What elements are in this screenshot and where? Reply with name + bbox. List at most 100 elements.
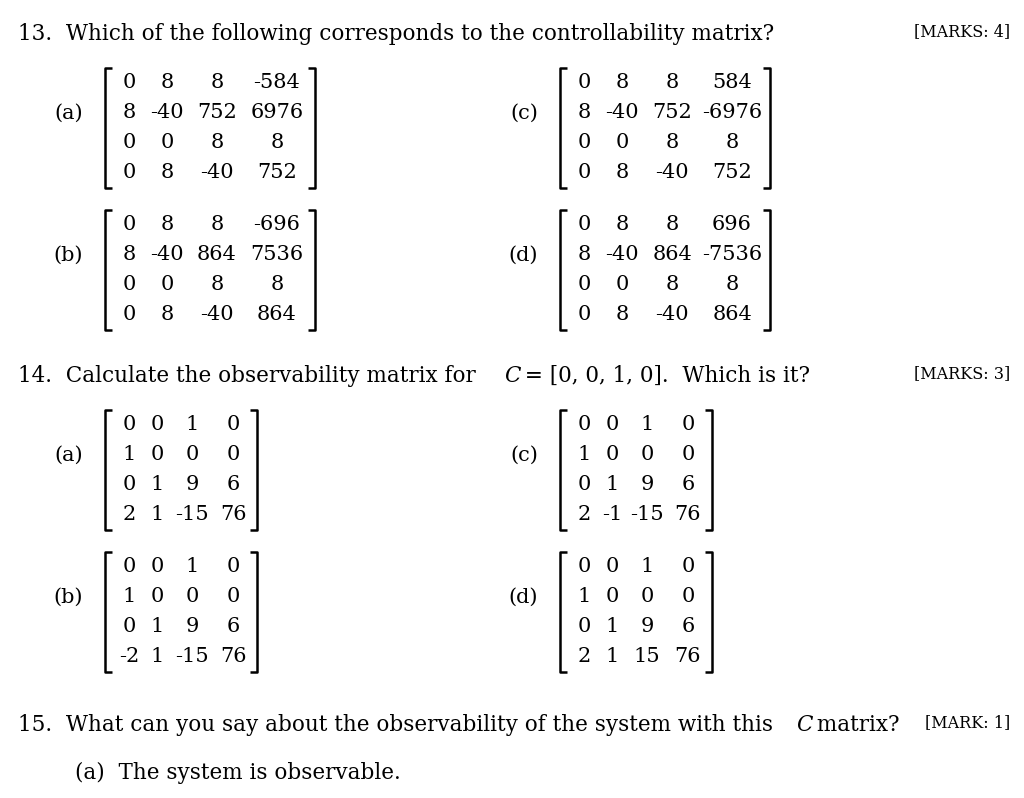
Text: -40: -40 xyxy=(605,104,639,123)
Text: 1: 1 xyxy=(640,416,653,434)
Text: 8: 8 xyxy=(615,215,629,235)
Text: -40: -40 xyxy=(200,306,233,325)
Text: 0: 0 xyxy=(578,164,591,183)
Text: 0: 0 xyxy=(122,275,136,294)
Text: 0: 0 xyxy=(578,416,591,434)
Text: 0: 0 xyxy=(615,133,629,152)
Text: 0: 0 xyxy=(122,133,136,152)
Text: 0: 0 xyxy=(640,587,653,606)
Text: 0: 0 xyxy=(681,587,694,606)
Text: 1: 1 xyxy=(578,587,591,606)
Text: 6976: 6976 xyxy=(251,104,303,123)
Text: 8: 8 xyxy=(615,73,629,93)
Text: 864: 864 xyxy=(652,246,692,264)
Text: 0: 0 xyxy=(640,445,653,464)
Text: 9: 9 xyxy=(640,476,653,495)
Text: 6: 6 xyxy=(681,476,694,495)
Text: 8: 8 xyxy=(666,133,679,152)
Text: C: C xyxy=(796,714,812,736)
Text: 0: 0 xyxy=(578,558,591,576)
Text: -40: -40 xyxy=(151,104,184,123)
Text: 8: 8 xyxy=(270,133,284,152)
Text: 0: 0 xyxy=(615,275,629,294)
Text: 0: 0 xyxy=(122,306,136,325)
Text: 0: 0 xyxy=(122,416,136,434)
Text: 76: 76 xyxy=(220,505,246,524)
Text: -40: -40 xyxy=(605,246,639,264)
Text: 1: 1 xyxy=(640,558,653,576)
Text: -15: -15 xyxy=(175,505,209,524)
Text: 8: 8 xyxy=(270,275,284,294)
Text: 8: 8 xyxy=(615,164,629,183)
Text: -6976: -6976 xyxy=(701,104,762,123)
Text: 15: 15 xyxy=(634,647,660,666)
Text: 0: 0 xyxy=(151,587,164,606)
Text: (c): (c) xyxy=(510,445,538,464)
Text: 1: 1 xyxy=(578,445,591,464)
Text: 0: 0 xyxy=(605,558,618,576)
Text: 8: 8 xyxy=(161,164,174,183)
Text: 1: 1 xyxy=(122,445,136,464)
Text: 0: 0 xyxy=(151,445,164,464)
Text: 2: 2 xyxy=(578,647,591,666)
Text: 14.  Calculate the observability matrix for: 14. Calculate the observability matrix f… xyxy=(18,365,482,387)
Text: 1: 1 xyxy=(122,587,136,606)
Text: -584: -584 xyxy=(254,73,300,93)
Text: -1: -1 xyxy=(602,505,623,524)
Text: 2: 2 xyxy=(123,505,135,524)
Text: 8: 8 xyxy=(578,104,591,123)
Text: 1: 1 xyxy=(151,647,164,666)
Text: 0: 0 xyxy=(578,215,591,235)
Text: 6: 6 xyxy=(226,476,240,495)
Text: 0: 0 xyxy=(605,445,618,464)
Text: 8: 8 xyxy=(161,306,174,325)
Text: 752: 752 xyxy=(652,104,692,123)
Text: (d): (d) xyxy=(509,246,538,264)
Text: 1: 1 xyxy=(151,476,164,495)
Text: 0: 0 xyxy=(122,215,136,235)
Text: 6: 6 xyxy=(226,618,240,637)
Text: -15: -15 xyxy=(175,647,209,666)
Text: 752: 752 xyxy=(198,104,237,123)
Text: 0: 0 xyxy=(226,558,240,576)
Text: 0: 0 xyxy=(122,164,136,183)
Text: 0: 0 xyxy=(226,445,240,464)
Text: 0: 0 xyxy=(578,618,591,637)
Text: 0: 0 xyxy=(122,558,136,576)
Text: 0: 0 xyxy=(578,275,591,294)
Text: 0: 0 xyxy=(161,133,174,152)
Text: 0: 0 xyxy=(681,416,694,434)
Text: 8: 8 xyxy=(161,73,174,93)
Text: 1: 1 xyxy=(185,558,199,576)
Text: (c): (c) xyxy=(510,104,538,123)
Text: 1: 1 xyxy=(151,505,164,524)
Text: 8: 8 xyxy=(123,246,135,264)
Text: 9: 9 xyxy=(185,476,199,495)
Text: 0: 0 xyxy=(578,476,591,495)
Text: -40: -40 xyxy=(655,306,689,325)
Text: 0: 0 xyxy=(578,306,591,325)
Text: 1: 1 xyxy=(605,476,618,495)
Text: 752: 752 xyxy=(257,164,297,183)
Text: 0: 0 xyxy=(151,558,164,576)
Text: 1: 1 xyxy=(185,416,199,434)
Text: 0: 0 xyxy=(681,445,694,464)
Text: 0: 0 xyxy=(226,587,240,606)
Text: 0: 0 xyxy=(681,558,694,576)
Text: 752: 752 xyxy=(712,164,752,183)
Text: 0: 0 xyxy=(122,618,136,637)
Text: [MARKS: 3]: [MARKS: 3] xyxy=(913,365,1010,382)
Text: 864: 864 xyxy=(257,306,297,325)
Text: 0: 0 xyxy=(122,476,136,495)
Text: 8: 8 xyxy=(666,275,679,294)
Text: 8: 8 xyxy=(666,215,679,235)
Text: 13.  Which of the following corresponds to the controllability matrix?: 13. Which of the following corresponds t… xyxy=(18,23,774,45)
Text: 0: 0 xyxy=(185,587,199,606)
Text: (a): (a) xyxy=(54,104,83,123)
Text: 1: 1 xyxy=(605,618,618,637)
Text: 6: 6 xyxy=(681,618,694,637)
Text: 864: 864 xyxy=(198,246,237,264)
Text: 0: 0 xyxy=(578,73,591,93)
Text: (a)  The system is observable.: (a) The system is observable. xyxy=(75,762,400,784)
Text: 584: 584 xyxy=(712,73,752,93)
